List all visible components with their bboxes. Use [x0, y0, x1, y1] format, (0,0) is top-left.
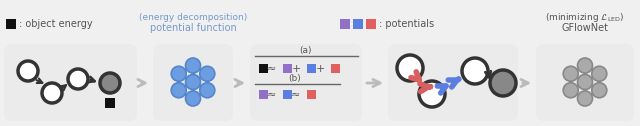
Bar: [283, 64, 292, 73]
Circle shape: [592, 66, 607, 81]
Bar: [283, 90, 292, 99]
Circle shape: [200, 83, 215, 98]
Text: GFlowNet: GFlowNet: [561, 23, 609, 33]
FancyBboxPatch shape: [250, 44, 362, 121]
Circle shape: [577, 91, 593, 106]
Text: +: +: [291, 64, 301, 74]
Circle shape: [462, 58, 488, 84]
Circle shape: [186, 58, 200, 73]
Circle shape: [577, 74, 593, 89]
Text: +: +: [316, 64, 324, 74]
Bar: [259, 64, 268, 73]
Bar: [307, 90, 316, 99]
Circle shape: [172, 83, 186, 98]
Circle shape: [172, 66, 186, 81]
Text: ≈: ≈: [268, 64, 276, 74]
Circle shape: [200, 66, 215, 81]
Circle shape: [42, 83, 62, 103]
Text: : potentials: : potentials: [379, 19, 434, 29]
Circle shape: [563, 83, 578, 98]
Text: : object energy: : object energy: [19, 19, 93, 29]
Circle shape: [100, 73, 120, 93]
Bar: [6, 19, 16, 29]
Bar: [331, 64, 340, 73]
FancyBboxPatch shape: [536, 44, 634, 121]
Circle shape: [490, 70, 516, 96]
Circle shape: [577, 58, 593, 73]
Circle shape: [186, 91, 200, 106]
FancyBboxPatch shape: [4, 44, 137, 121]
Text: (b): (b): [289, 74, 301, 84]
Circle shape: [68, 69, 88, 89]
Bar: [307, 64, 316, 73]
Text: (minimizing $\mathcal{L}_\mathrm{LED}$): (minimizing $\mathcal{L}_\mathrm{LED}$): [545, 11, 625, 24]
Bar: [259, 90, 268, 99]
Bar: [353, 19, 363, 29]
Text: (a): (a): [300, 46, 312, 55]
Bar: [366, 19, 376, 29]
Bar: [340, 19, 350, 29]
Circle shape: [18, 61, 38, 81]
FancyBboxPatch shape: [153, 44, 233, 121]
Bar: [105, 98, 115, 108]
Text: ≈: ≈: [268, 90, 276, 100]
Text: potential function: potential function: [150, 23, 236, 33]
Circle shape: [419, 81, 445, 107]
Circle shape: [592, 83, 607, 98]
Text: ≈: ≈: [291, 90, 301, 100]
FancyBboxPatch shape: [388, 44, 518, 121]
Circle shape: [397, 55, 423, 81]
Circle shape: [563, 66, 578, 81]
Text: (energy decomposition): (energy decomposition): [139, 13, 247, 23]
Circle shape: [186, 74, 200, 89]
